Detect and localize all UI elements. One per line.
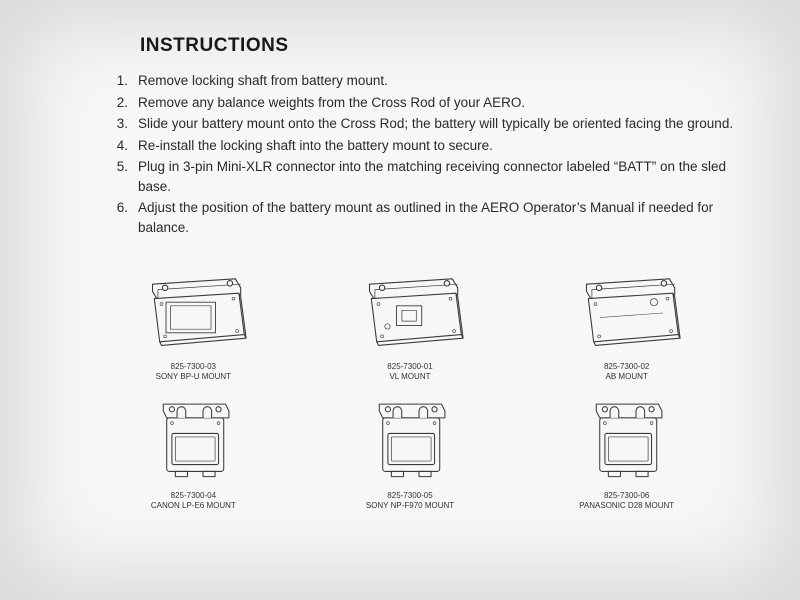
instruction-item: 5.Plug in 3-pin Mini-XLR connector into … bbox=[110, 157, 740, 196]
mount-name: SONY BP-U MOUNT bbox=[156, 372, 231, 382]
page-title: INSTRUCTIONS bbox=[140, 35, 740, 57]
mount-diagram bbox=[357, 392, 462, 487]
instruction-number: 5. bbox=[110, 157, 138, 196]
mount-diagram bbox=[574, 392, 679, 487]
mount-part-number: 825-7300-02 bbox=[604, 362, 649, 372]
instruction-item: 4.Re-install the locking shaft into the … bbox=[110, 136, 740, 156]
mount-name: CANON LP-E6 MOUNT bbox=[151, 501, 236, 511]
mount-name: SONY NP-F970 MOUNT bbox=[366, 501, 454, 511]
instruction-item: 6.Adjust the position of the battery mou… bbox=[110, 198, 740, 237]
instruction-number: 3. bbox=[110, 114, 138, 134]
mount-label: 825-7300-04CANON LP-E6 MOUNT bbox=[151, 491, 236, 511]
mount-part-number: 825-7300-04 bbox=[151, 491, 236, 501]
mount-part-number: 825-7300-01 bbox=[387, 362, 432, 372]
instruction-text: Remove locking shaft from battery mount. bbox=[138, 71, 740, 91]
mount-label: 825-7300-03SONY BP-U MOUNT bbox=[156, 362, 231, 382]
mount-label: 825-7300-05SONY NP-F970 MOUNT bbox=[366, 491, 454, 511]
instruction-text: Adjust the position of the battery mount… bbox=[138, 198, 740, 237]
mount-label: 825-7300-06PANASONIC D28 MOUNT bbox=[579, 491, 674, 511]
mount-diagram bbox=[123, 268, 263, 358]
instruction-text: Slide your battery mount onto the Cross … bbox=[138, 114, 740, 134]
mount-cell: 825-7300-03SONY BP-U MOUNT bbox=[100, 268, 287, 382]
mount-label: 825-7300-02AB MOUNT bbox=[604, 362, 649, 382]
instruction-text: Re-install the locking shaft into the ba… bbox=[138, 136, 740, 156]
mount-name: PANASONIC D28 MOUNT bbox=[579, 501, 674, 511]
instruction-number: 1. bbox=[110, 71, 138, 91]
mount-grid: 825-7300-03SONY BP-U MOUNT 825-7300-01VL… bbox=[100, 268, 720, 511]
mount-part-number: 825-7300-05 bbox=[366, 491, 454, 501]
mount-part-number: 825-7300-06 bbox=[579, 491, 674, 501]
instruction-text: Plug in 3-pin Mini-XLR connector into th… bbox=[138, 157, 740, 196]
mount-cell: 825-7300-02AB MOUNT bbox=[533, 268, 720, 382]
mount-name: VL MOUNT bbox=[387, 372, 432, 382]
instruction-number: 4. bbox=[110, 136, 138, 156]
mount-diagram bbox=[340, 268, 480, 358]
mount-diagram bbox=[557, 268, 697, 358]
instruction-item: 2.Remove any balance weights from the Cr… bbox=[110, 93, 740, 113]
instruction-list: 1.Remove locking shaft from battery moun… bbox=[110, 71, 740, 238]
mount-diagram bbox=[141, 392, 246, 487]
instruction-item: 1.Remove locking shaft from battery moun… bbox=[110, 71, 740, 91]
mount-cell: 825-7300-01VL MOUNT bbox=[317, 268, 504, 382]
instruction-item: 3.Slide your battery mount onto the Cros… bbox=[110, 114, 740, 134]
instruction-number: 2. bbox=[110, 93, 138, 113]
instruction-number: 6. bbox=[110, 198, 138, 237]
mount-cell: 825-7300-05SONY NP-F970 MOUNT bbox=[317, 392, 504, 511]
instruction-text: Remove any balance weights from the Cros… bbox=[138, 93, 740, 113]
mount-part-number: 825-7300-03 bbox=[156, 362, 231, 372]
mount-label: 825-7300-01VL MOUNT bbox=[387, 362, 432, 382]
mount-cell: 825-7300-06PANASONIC D28 MOUNT bbox=[533, 392, 720, 511]
mount-name: AB MOUNT bbox=[604, 372, 649, 382]
mount-cell: 825-7300-04CANON LP-E6 MOUNT bbox=[100, 392, 287, 511]
